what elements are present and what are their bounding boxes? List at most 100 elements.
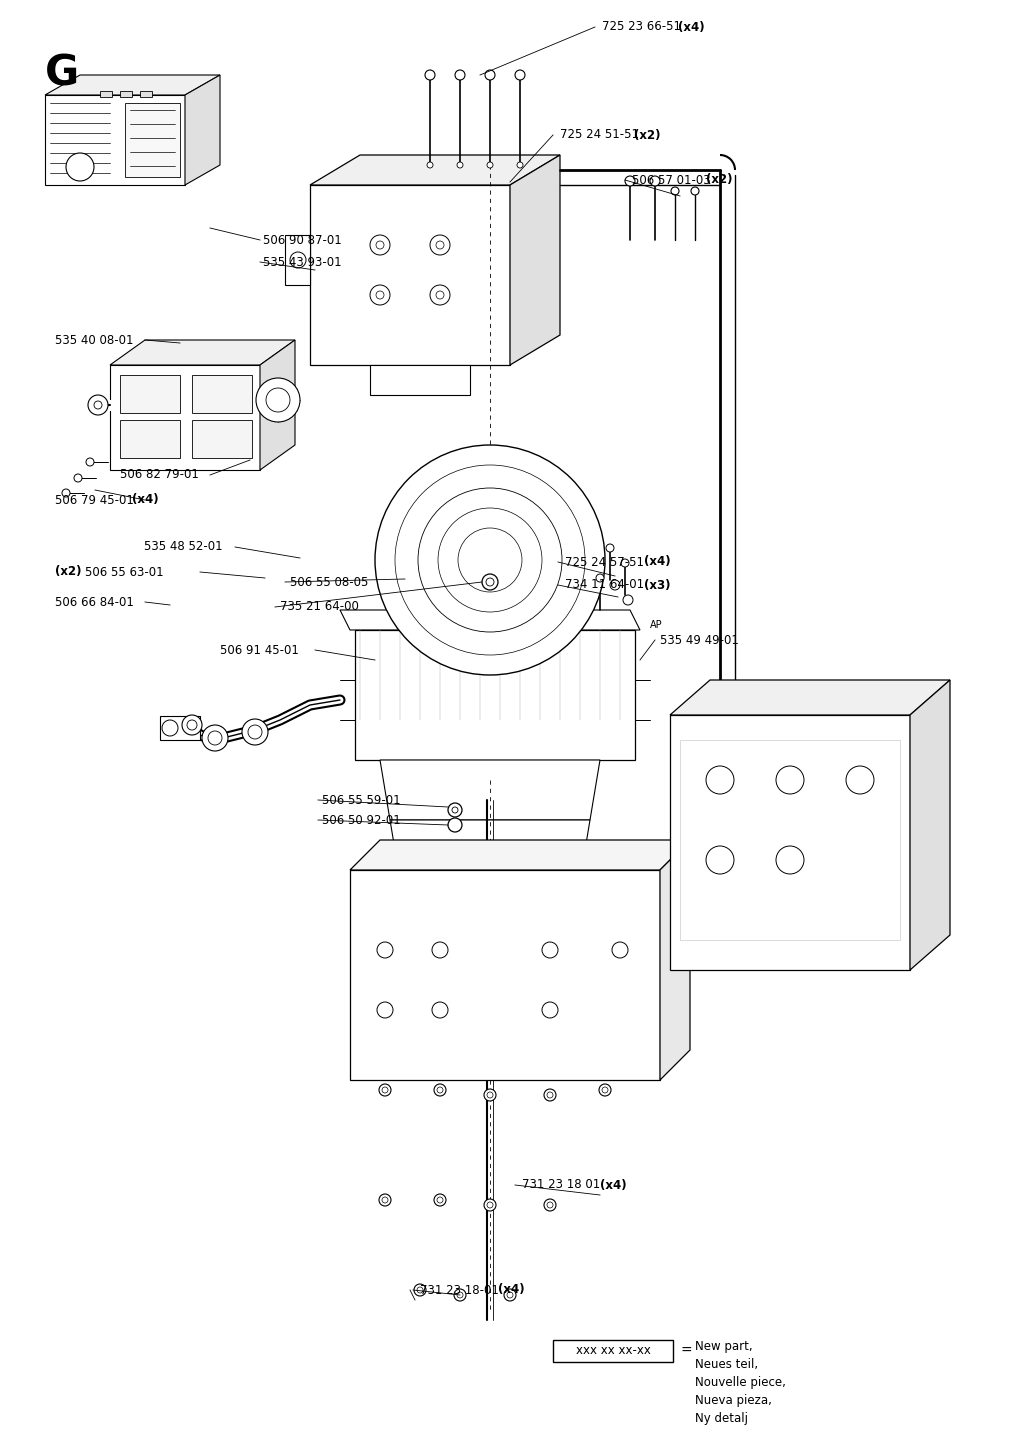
Polygon shape — [680, 740, 900, 939]
Polygon shape — [910, 680, 950, 970]
Circle shape — [418, 489, 562, 632]
Circle shape — [202, 726, 228, 752]
Text: xxx xx xx-xx: xxx xx xx-xx — [575, 1345, 650, 1358]
Polygon shape — [350, 840, 690, 869]
Circle shape — [612, 942, 628, 958]
Text: 506 50 92-01: 506 50 92-01 — [322, 813, 400, 826]
Circle shape — [706, 766, 734, 794]
Circle shape — [430, 236, 450, 254]
Circle shape — [544, 1200, 556, 1211]
Text: 506 82 79-01: 506 82 79-01 — [120, 468, 199, 481]
Polygon shape — [193, 375, 252, 413]
Text: (x4): (x4) — [132, 493, 159, 506]
Text: (x3): (x3) — [644, 579, 671, 592]
Circle shape — [432, 942, 449, 958]
Circle shape — [671, 188, 679, 195]
Polygon shape — [120, 92, 132, 97]
Circle shape — [542, 942, 558, 958]
Polygon shape — [380, 760, 600, 820]
Circle shape — [162, 720, 178, 736]
Circle shape — [602, 1088, 608, 1093]
Circle shape — [487, 161, 493, 169]
Text: 535 43 93-01: 535 43 93-01 — [263, 256, 342, 269]
Polygon shape — [185, 76, 220, 185]
Circle shape — [485, 70, 495, 80]
Circle shape — [452, 807, 458, 813]
Circle shape — [377, 1002, 393, 1018]
Circle shape — [370, 285, 390, 305]
Circle shape — [427, 161, 433, 169]
Text: (x2): (x2) — [706, 173, 732, 186]
Circle shape — [86, 458, 94, 465]
Text: =: = — [680, 1343, 691, 1358]
Circle shape — [458, 528, 522, 592]
Text: 731 23 18 01: 731 23 18 01 — [522, 1179, 604, 1191]
Polygon shape — [45, 76, 220, 95]
Circle shape — [487, 1092, 493, 1098]
Polygon shape — [45, 95, 185, 185]
Polygon shape — [125, 103, 180, 177]
Circle shape — [650, 176, 660, 186]
Circle shape — [846, 766, 874, 794]
Circle shape — [455, 70, 465, 80]
Polygon shape — [100, 92, 112, 97]
Text: 506 66 84-01: 506 66 84-01 — [55, 596, 134, 609]
Text: 734 11 64-01: 734 11 64-01 — [565, 579, 648, 592]
Circle shape — [504, 1290, 516, 1301]
Circle shape — [515, 70, 525, 80]
Circle shape — [776, 846, 804, 874]
Polygon shape — [660, 840, 690, 1080]
Circle shape — [437, 1088, 443, 1093]
Circle shape — [610, 580, 620, 590]
Text: 506 55 59-01: 506 55 59-01 — [322, 794, 400, 807]
Circle shape — [482, 574, 498, 590]
Polygon shape — [340, 611, 640, 630]
Text: (x4): (x4) — [600, 1179, 627, 1191]
Circle shape — [434, 1194, 446, 1205]
Circle shape — [596, 574, 604, 582]
Bar — [553, 1341, 673, 1362]
Circle shape — [436, 241, 444, 249]
Polygon shape — [350, 869, 660, 1080]
Circle shape — [242, 718, 268, 744]
Text: 735 21 64-00: 735 21 64-00 — [280, 601, 358, 614]
Polygon shape — [390, 820, 590, 880]
Polygon shape — [670, 680, 950, 715]
Circle shape — [436, 291, 444, 300]
Circle shape — [290, 252, 306, 268]
Circle shape — [542, 1002, 558, 1018]
Polygon shape — [193, 420, 252, 458]
Circle shape — [370, 236, 390, 254]
Circle shape — [425, 70, 435, 80]
Polygon shape — [310, 156, 560, 185]
Text: 535 48 52-01: 535 48 52-01 — [144, 541, 222, 554]
Circle shape — [395, 465, 585, 654]
Circle shape — [375, 445, 605, 675]
Polygon shape — [310, 185, 510, 365]
Text: AP: AP — [650, 619, 663, 630]
Circle shape — [606, 544, 614, 553]
Circle shape — [376, 291, 384, 300]
Polygon shape — [285, 236, 310, 285]
Circle shape — [379, 1085, 391, 1096]
Circle shape — [599, 1085, 611, 1096]
Circle shape — [182, 715, 202, 736]
Circle shape — [74, 474, 82, 481]
Polygon shape — [110, 340, 295, 365]
Polygon shape — [110, 365, 260, 470]
Circle shape — [377, 942, 393, 958]
Polygon shape — [140, 92, 152, 97]
Polygon shape — [120, 420, 180, 458]
Polygon shape — [355, 630, 635, 760]
Circle shape — [547, 1202, 553, 1208]
Circle shape — [376, 241, 384, 249]
Circle shape — [487, 1202, 493, 1208]
Polygon shape — [260, 340, 295, 470]
Text: 535 49 49-01: 535 49 49-01 — [660, 634, 739, 647]
Circle shape — [187, 720, 197, 730]
Circle shape — [208, 731, 222, 744]
Text: 725 23 66-51: 725 23 66-51 — [602, 20, 685, 33]
Text: 535 40 08-01: 535 40 08-01 — [55, 333, 133, 346]
Text: 725 24 51-51: 725 24 51-51 — [560, 128, 643, 141]
Circle shape — [437, 1197, 443, 1202]
